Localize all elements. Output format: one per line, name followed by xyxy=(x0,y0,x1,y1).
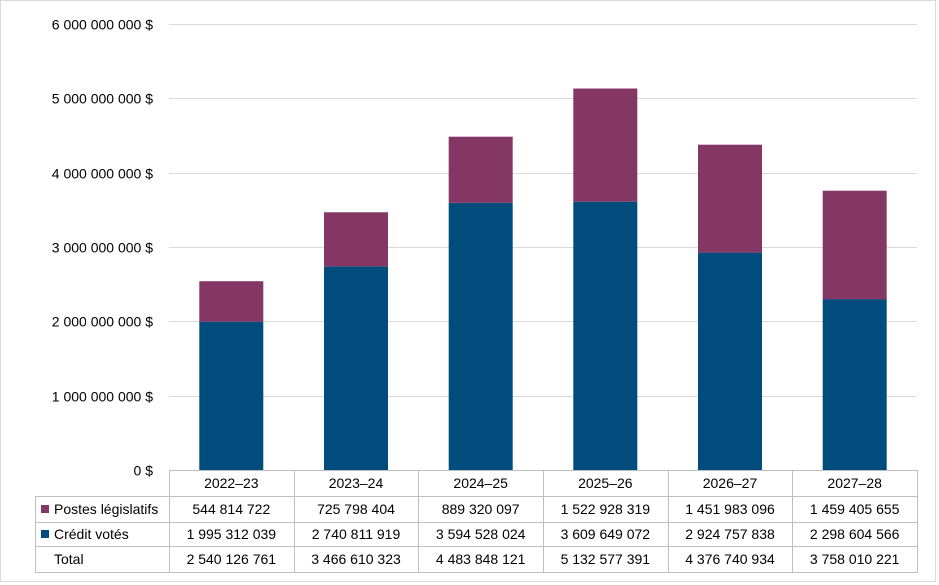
data-table-value: 2 740 811 919 xyxy=(312,526,401,542)
data-table-value: 544 814 722 xyxy=(192,501,270,517)
legend-key xyxy=(41,505,49,513)
data-table-value: 3 594 528 024 xyxy=(436,526,526,542)
bars xyxy=(199,88,887,471)
bar-segment xyxy=(573,88,638,202)
data-table-value: 3 609 649 072 xyxy=(561,526,651,542)
legend-series-name: Postes législatifs xyxy=(54,501,158,517)
y-tick-label: 4 000 000 000 $ xyxy=(52,166,153,182)
data-table-value: 5 132 577 391 xyxy=(561,551,651,567)
data-table-value: 2 924 757 838 xyxy=(685,526,775,542)
bar-segment xyxy=(448,202,513,471)
data-table-value: 3 466 610 323 xyxy=(311,551,401,567)
x-category-label: 2022–23 xyxy=(204,475,259,491)
x-category-label: 2024–25 xyxy=(453,475,508,491)
y-tick-label: 2 000 000 000 $ xyxy=(52,314,153,330)
data-table-value: 725 798 404 xyxy=(317,501,395,517)
data-table: 2022–23 2023–24 2024–25 2025–26 2026–27 2027–… xyxy=(35,470,918,573)
x-category-label: 2027–28 xyxy=(827,475,882,491)
x-category-label: 2023–24 xyxy=(329,475,384,491)
bar-segment xyxy=(698,144,762,253)
y-tick-label: 6 000 000 000 $ xyxy=(52,17,153,33)
data-table-value: 1 522 928 319 xyxy=(561,501,651,517)
bar-segment xyxy=(573,201,638,470)
y-tick-label: 0 $ xyxy=(134,463,154,479)
bar-segment xyxy=(698,252,762,470)
y-tick-label: 1 000 000 000 $ xyxy=(52,389,153,405)
data-table-value: 1 451 983 096 xyxy=(685,501,775,517)
bar-segment xyxy=(324,266,388,470)
legend-key xyxy=(41,530,49,538)
legend-series-name: Total xyxy=(54,551,84,567)
data-table-value: 4 376 740 934 xyxy=(685,551,775,567)
data-table-value: 3 758 010 221 xyxy=(810,551,900,567)
y-tick-label: 3 000 000 000 $ xyxy=(52,240,153,256)
x-category-label: 2026–27 xyxy=(703,475,758,491)
y-tick-label: 5 000 000 000 $ xyxy=(52,91,153,107)
bar-segment xyxy=(199,281,264,322)
data-table-value: 2 298 604 566 xyxy=(810,526,900,542)
gridlines xyxy=(169,24,917,397)
data-table-value: 889 320 097 xyxy=(442,501,520,517)
bar-segment xyxy=(324,212,388,267)
data-table-value: 2 540 126 761 xyxy=(187,551,277,567)
data-table-value: 1 459 405 655 xyxy=(810,501,900,517)
x-category-label: 2025–26 xyxy=(578,475,633,491)
data-table-value: 4 483 848 121 xyxy=(436,551,526,567)
bar-segment xyxy=(822,299,887,470)
data-table-value: 1 995 312 039 xyxy=(187,526,277,542)
legend-series-name: Crédit votés xyxy=(54,526,129,542)
bar-segment xyxy=(199,321,264,470)
bar-segment xyxy=(448,136,513,203)
bar-segment xyxy=(822,190,887,300)
y-axis-tick-labels: 0 $ 1 000 000 000 $ 2 000 000 000 $ 3 000 0… xyxy=(52,17,153,479)
